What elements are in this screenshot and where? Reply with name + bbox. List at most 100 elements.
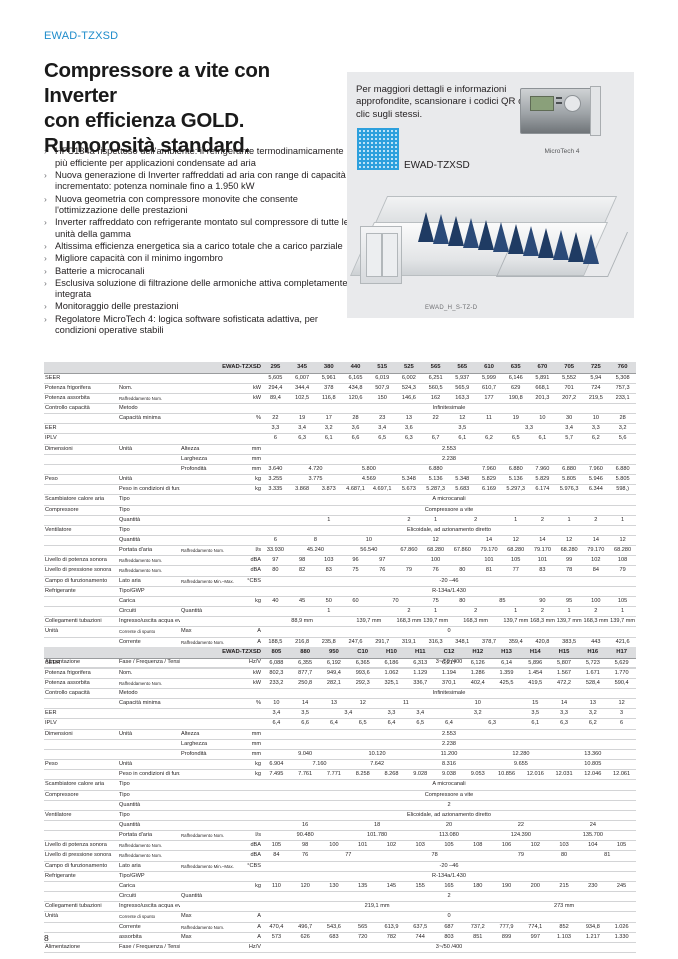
spec-table-1: EWAD-TZXSD 295 345 380 440 515 525 565 565 610 635… bbox=[44, 362, 636, 668]
row-label: Unità bbox=[45, 913, 59, 920]
row-unit: mm bbox=[251, 445, 262, 452]
table-cell: 19 bbox=[512, 415, 519, 422]
feature-bullet: › Regolatore MicroTech 4: logica software… bbox=[44, 314, 350, 337]
table-cell: 6,088 bbox=[269, 659, 284, 666]
row-label: Controllo capacità bbox=[45, 689, 90, 696]
row-label bbox=[44, 881, 118, 891]
table-cell: 103 bbox=[415, 842, 425, 849]
table-cell-merged: 14 bbox=[539, 537, 546, 543]
table-cell-merged: 0 bbox=[447, 913, 451, 920]
row-label: Quantità bbox=[119, 537, 141, 543]
table-cell: 610,7 bbox=[482, 384, 496, 391]
table-cell-merged: 12 bbox=[359, 700, 366, 707]
table-cell-merged: 16 bbox=[302, 822, 309, 828]
table-cell: 949,4 bbox=[326, 669, 341, 676]
table-cell-merged: 103 bbox=[324, 557, 334, 564]
table-cell-merged: 20 bbox=[445, 822, 453, 828]
table-cell-merged: 3,2 bbox=[324, 425, 333, 432]
table-cell: 565,9 bbox=[455, 384, 470, 391]
row-label: Livello di pressione sonora bbox=[45, 852, 112, 859]
row-label: Profondità bbox=[181, 750, 207, 757]
table-cell-merged: 13.360 bbox=[584, 750, 602, 757]
row-label: Max bbox=[181, 913, 192, 920]
table-cell: 6,1 bbox=[458, 435, 467, 442]
table-cell: 5,7 bbox=[565, 435, 573, 442]
row-label: Metodo bbox=[119, 689, 138, 696]
table-cell-merged: 68.280 bbox=[427, 547, 445, 554]
table-cell-merged: 3,6 bbox=[405, 425, 413, 432]
table-cell: 1.567 bbox=[557, 669, 572, 676]
fan-cone bbox=[583, 234, 599, 264]
row-label bbox=[180, 515, 240, 525]
row-label bbox=[44, 536, 118, 546]
row-unit bbox=[240, 790, 262, 800]
table-cell: 342 bbox=[377, 648, 387, 655]
table-column-header: C12 bbox=[443, 649, 455, 655]
table-cell: 5.683 bbox=[455, 486, 470, 493]
table-row: Compressore Tipo Compressore a vite bbox=[44, 505, 636, 516]
row-unit: Hz/V bbox=[248, 943, 262, 950]
row-label: Carica bbox=[119, 597, 136, 604]
table-cell-merged: 1 bbox=[434, 608, 438, 615]
table-cell: 6,019 bbox=[375, 374, 390, 381]
table-cell: 5,896 bbox=[528, 659, 543, 666]
table-cell: 6,5 bbox=[378, 435, 387, 442]
row-label bbox=[180, 393, 240, 403]
table-row: EER 3,3 3,4 3,2 3,6 3,4 3,6 3,5 3,3 3,4 3,3 3,2 bbox=[44, 423, 636, 434]
row-unit: dBA bbox=[250, 557, 262, 564]
row-unit bbox=[240, 505, 262, 515]
table-cell: 12.046 bbox=[584, 771, 602, 778]
row-label: Circuiti bbox=[119, 608, 137, 615]
table-cell-merged: 273 mm bbox=[553, 903, 575, 910]
table-row: Ventilatore Tipo Elicoidale, ad azionament… bbox=[44, 810, 636, 821]
table-cell-merged: 78 bbox=[431, 852, 438, 859]
qr-code-icon[interactable] bbox=[357, 128, 399, 170]
table-row: Potenza frigorifera Nom. kW 802,3 877,7 949,4… bbox=[44, 668, 636, 679]
row-label: Unità bbox=[45, 628, 59, 635]
row-unit: dBA bbox=[250, 852, 262, 859]
table-cell: 5,891 bbox=[535, 374, 550, 381]
table-row: Capacità minima% 22 19 17 28 23 13 22 12 11 19 10 30… bbox=[44, 414, 636, 424]
row-label: Peso bbox=[45, 761, 58, 768]
table-cell: 6.169 bbox=[482, 486, 496, 493]
row-label bbox=[180, 810, 240, 820]
table-cell: 162 bbox=[430, 394, 441, 401]
table-cell-merged: 3,6 bbox=[351, 425, 360, 432]
feature-bullet: › Migliore capacità con il minimo ingombr… bbox=[44, 253, 350, 265]
table-cell: 1.359 bbox=[499, 669, 514, 676]
row-label: Lato aria bbox=[119, 577, 141, 584]
row-unit bbox=[240, 658, 262, 668]
table-cell: 230 bbox=[588, 882, 598, 889]
table-cell: 289 bbox=[324, 648, 334, 655]
table-cell-merged: 5.805 bbox=[615, 476, 630, 483]
table-cell: 75 bbox=[352, 567, 359, 574]
table-cell: 472,2 bbox=[557, 679, 572, 686]
table-cell-merged: 6.904 bbox=[269, 761, 284, 768]
table-cell-merged: 124.390 bbox=[510, 832, 532, 839]
table-cell: 802,3 bbox=[269, 669, 284, 676]
row-label: Quantità bbox=[119, 801, 141, 808]
row-label bbox=[180, 881, 240, 891]
row-label bbox=[180, 780, 240, 790]
table-cell: 336,7 bbox=[413, 679, 428, 686]
row-label bbox=[180, 709, 240, 719]
row-label: Quantità bbox=[119, 822, 141, 828]
table-row: Dimensioni Unità Altezza mm 2.553 bbox=[44, 444, 636, 455]
row-label bbox=[180, 536, 240, 546]
table-cell: 82 bbox=[298, 567, 306, 574]
table-cell-merged: 100 bbox=[430, 557, 441, 564]
chevron-right-icon: › bbox=[44, 193, 47, 204]
table-cell-merged: 5.136 bbox=[428, 476, 443, 483]
row-unit bbox=[240, 373, 262, 383]
table-cell: 6,2 bbox=[591, 435, 600, 442]
table-cell: 105 bbox=[444, 842, 454, 849]
row-unit: kg bbox=[255, 486, 262, 493]
table-cell: 993,6 bbox=[355, 669, 370, 676]
table-cell-merged: 2 bbox=[540, 516, 544, 523]
feature-bullet-text: Esclusiva soluzione di filtrazione delle… bbox=[55, 277, 348, 300]
table-cell-merged: 101 bbox=[484, 557, 494, 564]
feature-bullet-text: Monitoraggio delle prestazioni bbox=[55, 301, 179, 312]
row-label: Ventilatore bbox=[45, 811, 72, 818]
table-cell: 7.495 bbox=[269, 771, 284, 778]
table-cell: 78 bbox=[566, 567, 573, 574]
